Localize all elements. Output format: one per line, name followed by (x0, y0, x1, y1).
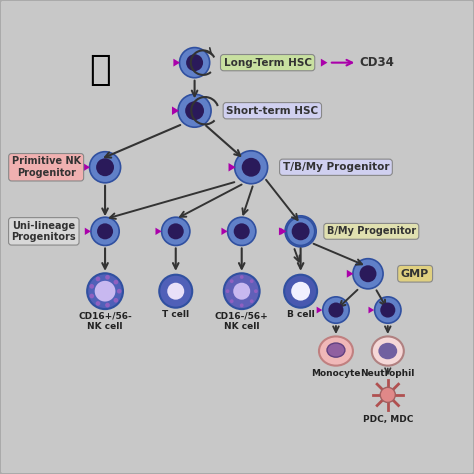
Circle shape (254, 289, 258, 293)
Text: Neutrophil: Neutrophil (361, 369, 415, 378)
Circle shape (178, 94, 211, 127)
Text: Short-term HSC: Short-term HSC (226, 106, 319, 116)
Text: 🐒: 🐒 (90, 53, 111, 87)
Circle shape (230, 299, 234, 303)
Circle shape (105, 303, 110, 308)
Circle shape (91, 217, 119, 246)
Polygon shape (83, 164, 90, 171)
Text: B/My Progenitor: B/My Progenitor (327, 227, 416, 237)
Circle shape (180, 47, 210, 78)
Ellipse shape (327, 343, 345, 357)
Polygon shape (155, 228, 162, 235)
Circle shape (359, 265, 376, 282)
Text: CD34: CD34 (359, 56, 394, 69)
Text: CD16-/56+
NK cell: CD16-/56+ NK cell (215, 312, 269, 331)
Polygon shape (221, 228, 228, 235)
Circle shape (235, 151, 268, 184)
Circle shape (292, 222, 310, 240)
Circle shape (96, 158, 114, 176)
Circle shape (328, 302, 344, 318)
Polygon shape (85, 228, 91, 235)
Text: Monocyte: Monocyte (311, 369, 361, 378)
Polygon shape (279, 228, 285, 235)
Text: B cell: B cell (287, 310, 314, 319)
Circle shape (353, 259, 383, 289)
Polygon shape (280, 228, 286, 235)
Circle shape (226, 289, 229, 293)
Polygon shape (173, 59, 180, 67)
Circle shape (242, 158, 261, 177)
Circle shape (114, 280, 118, 284)
Circle shape (167, 283, 184, 300)
Circle shape (162, 217, 190, 246)
Text: Primitive NK
Progenitor: Primitive NK Progenitor (11, 156, 81, 178)
Circle shape (240, 275, 244, 279)
Circle shape (224, 273, 260, 309)
Circle shape (97, 223, 113, 239)
Circle shape (90, 294, 94, 298)
Circle shape (233, 283, 250, 300)
Polygon shape (368, 307, 374, 313)
Polygon shape (347, 270, 354, 278)
Circle shape (380, 387, 395, 402)
Text: GMP: GMP (401, 269, 429, 279)
Circle shape (114, 298, 118, 302)
Circle shape (374, 297, 401, 323)
Circle shape (292, 223, 309, 239)
Circle shape (250, 279, 254, 283)
Text: PDC, MDC: PDC, MDC (363, 415, 413, 424)
Circle shape (323, 297, 349, 323)
Circle shape (284, 275, 317, 308)
Circle shape (95, 281, 116, 301)
Circle shape (250, 299, 254, 303)
Circle shape (285, 216, 316, 247)
Polygon shape (317, 307, 322, 313)
Ellipse shape (372, 337, 404, 365)
Circle shape (230, 279, 234, 283)
Text: CD16+/56-
NK cell: CD16+/56- NK cell (78, 312, 132, 331)
Circle shape (240, 303, 244, 307)
Text: Long-Term HSC: Long-Term HSC (224, 58, 311, 68)
Circle shape (286, 217, 315, 246)
Text: T cell: T cell (162, 310, 189, 319)
Circle shape (87, 273, 123, 309)
Text: T/B/My Progenitor: T/B/My Progenitor (283, 162, 389, 172)
Circle shape (96, 301, 100, 306)
Circle shape (159, 275, 192, 308)
Circle shape (96, 277, 100, 281)
Polygon shape (321, 59, 328, 67)
Circle shape (90, 152, 120, 183)
Circle shape (186, 54, 203, 71)
Circle shape (185, 101, 204, 120)
Circle shape (228, 217, 256, 246)
Circle shape (168, 223, 184, 239)
Circle shape (90, 284, 94, 289)
Circle shape (234, 223, 250, 239)
Polygon shape (172, 107, 179, 115)
Ellipse shape (378, 343, 397, 359)
Circle shape (291, 282, 310, 301)
Polygon shape (228, 163, 236, 172)
Circle shape (117, 289, 121, 293)
Text: Uni-lineage
Progenitors: Uni-lineage Progenitors (11, 220, 76, 242)
Ellipse shape (319, 337, 353, 365)
Circle shape (380, 302, 395, 318)
Circle shape (105, 275, 110, 280)
